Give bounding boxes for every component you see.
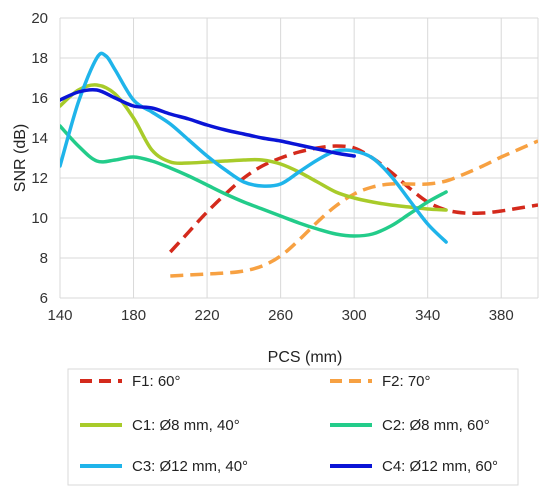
x-tick-label: 380 [489,307,514,324]
x-tick-label: 220 [195,307,220,324]
y-tick-label: 12 [31,170,48,187]
legend-label-6: C4: Ø12 mm, 60° [382,458,498,475]
legend-label-5: C3: Ø12 mm, 40° [132,458,248,475]
series-line-3 [60,83,448,212]
y-tick-label: 6 [40,290,48,307]
y-axis-title: SNR (dB) [12,124,29,192]
x-tick-label: 260 [268,307,293,324]
x-tick-label: 140 [47,307,72,324]
series-line-5 [60,51,448,244]
legend: F1: 60° F2: 70° C1: Ø8 mm, 40° C2: Ø8 mm, 6… [67,368,519,486]
series-line-1 [169,144,538,254]
y-tick-label: 10 [31,210,48,227]
x-axis-title: PCS (mm) [268,349,343,366]
x-tick-label: 180 [121,307,146,324]
series-line-4 [60,124,448,238]
y-tick-label: 8 [40,250,48,267]
legend-label-2: F2: 70° [382,373,431,390]
legend-label-1: F1: 60° [132,373,181,390]
x-tick-label: 340 [415,307,440,324]
legend-label-3: C1: Ø8 mm, 40° [132,417,240,434]
y-tick-label: 20 [31,10,48,27]
y-tick-label: 14 [31,130,48,147]
y-tick-label: 16 [31,90,48,107]
x-tick-label: 300 [342,307,367,324]
plot-area [60,51,538,278]
y-tick-label: 18 [31,50,48,67]
legend-label-4: C2: Ø8 mm, 60° [382,417,490,434]
tick-labels: 6 8 10 12 14 16 18 20 140 180 220 260 300 340 380 [31,10,513,324]
series-line-6 [60,87,356,158]
series-line-2 [170,139,538,278]
legend-box [67,368,519,486]
